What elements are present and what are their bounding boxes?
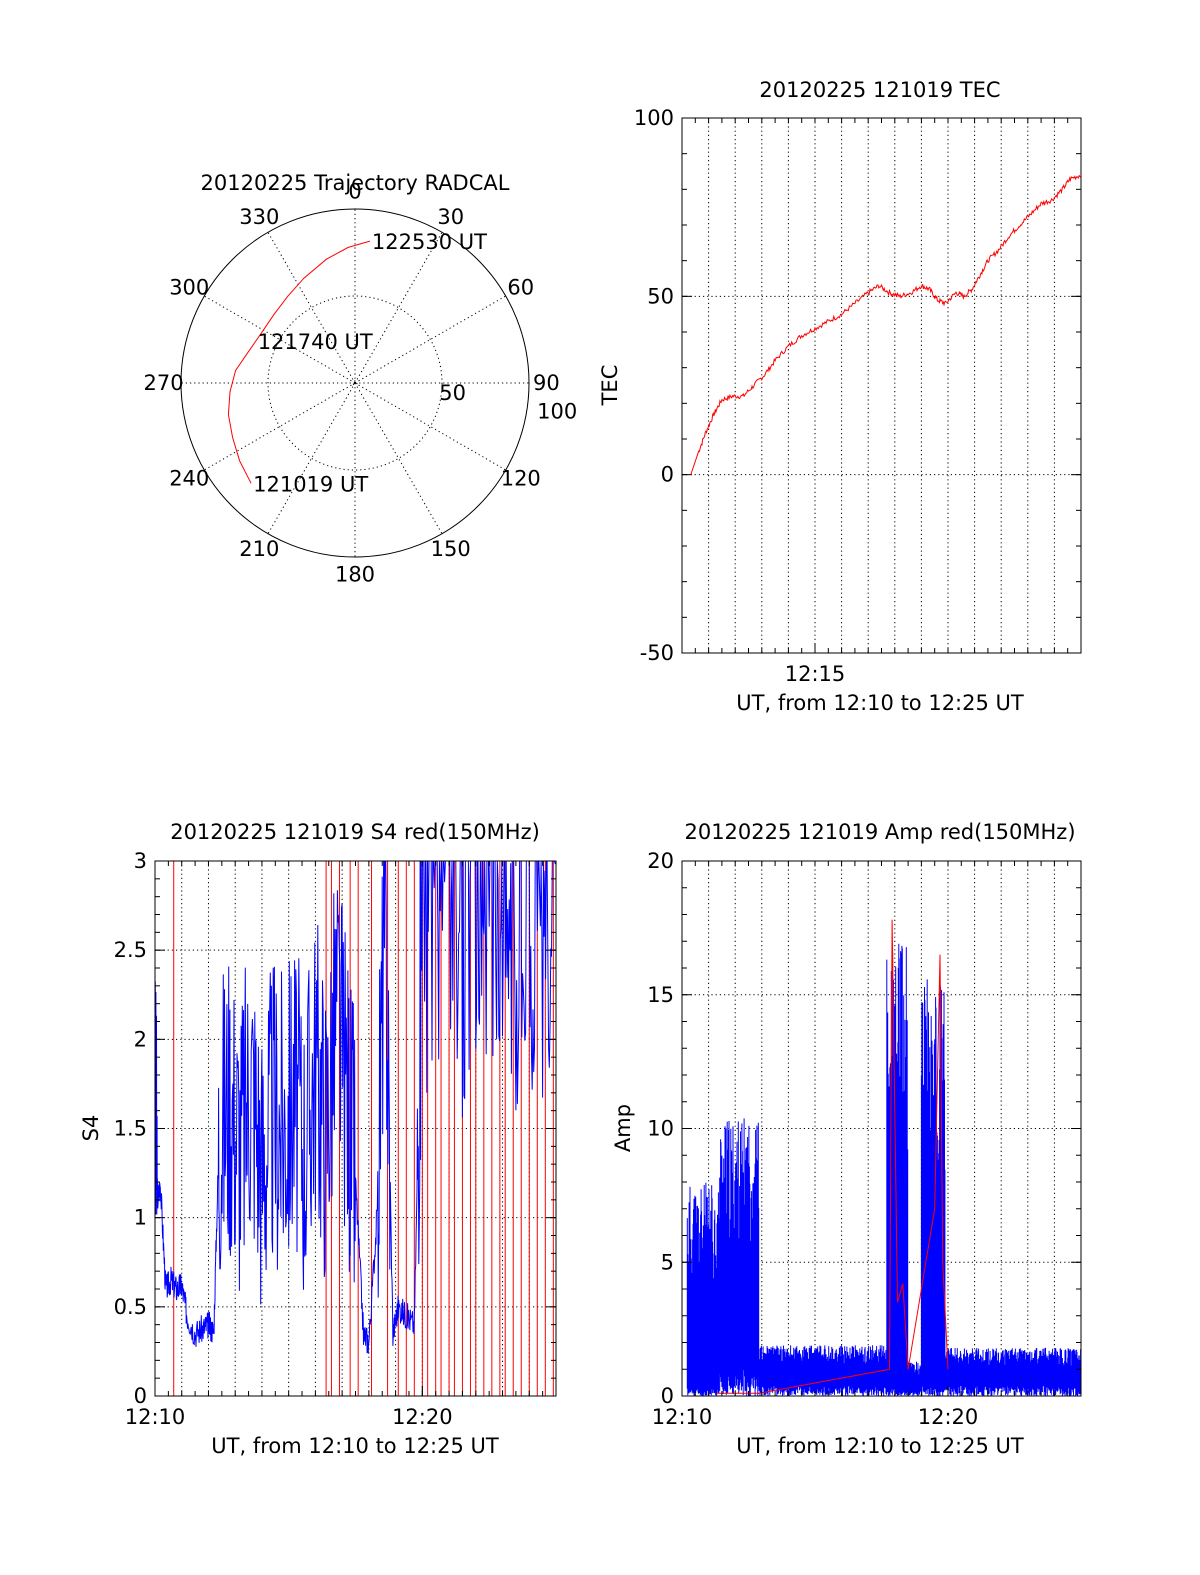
polar-annotations: 121019 UT 121740 UT 122530 UT [253,230,487,496]
amp-title: 20120225 121019 Amp red(150MHz) [684,820,1075,844]
tec-ylabel-3: 100 [634,106,674,130]
polar-trajectory-chart: 20120225 Trajectory RADCAL 0 30 60 90 120 150… [144,171,578,586]
polar-annotation-1: 121740 UT [258,330,373,354]
tec-chart: 20120225 121019 TEC -50 0 50 100 12:15 UT, f… [598,78,1082,715]
amp-ylabel-2: 10 [647,1117,674,1141]
amp-blue-burst-5 [920,979,946,1396]
s4-ylabel-1: 0.5 [114,1295,147,1319]
s4-ylabel: S4 [79,1115,103,1142]
amp-ylabel: Amp [611,1104,635,1152]
tec-series [690,174,1082,475]
polar-grid [180,208,530,558]
amp-xtick-label-1: 12:20 [918,1405,979,1429]
amp-blue-burst-0 [686,1182,720,1396]
polar-az-label-0: 0 [348,180,361,204]
tec-frame [681,117,1082,654]
polar-azimuth-labels: 0 30 60 90 120 150 180 210 240 270 300 330 50 100 [144,180,578,587]
polar-az-label-180: 180 [335,562,375,586]
amp-ylabel-4: 20 [647,849,674,873]
amp-blue-burst-4 [907,1361,922,1396]
amp-ylabel-1: 5 [661,1250,674,1274]
polar-az-label-150: 150 [431,537,471,561]
amp-series [686,919,1082,1396]
polar-az-label-270: 270 [144,371,184,395]
polar-az-label-210: 210 [239,537,279,561]
s4-ylabel-5: 2.5 [114,938,147,962]
tec-xlabel: UT, from 12:10 to 12:25 UT [736,691,1024,715]
s4-title: 20120225 121019 S4 red(150MHz) [170,820,540,844]
s4-ylabel-2: 1 [134,1206,147,1230]
polar-az-label-240: 240 [169,467,209,491]
tec-xtick-label-0: 12:15 [785,662,846,686]
polar-trajectory-line [227,240,371,484]
polar-az-label-60: 60 [507,275,534,299]
polar-ring-100 [180,208,530,558]
amp-chart: 20120225 121019 Amp red(150MHz) UT, from… [611,820,1082,1458]
amp-red-line [716,919,949,1394]
polar-radial-label-100: 100 [537,400,577,424]
s4-xtick-label-0: 12:10 [125,1405,186,1429]
polar-radial-label-50: 50 [439,381,466,405]
polar-ring-50 [267,295,443,471]
polar-spoke-150 [354,382,443,534]
tec-grid [682,118,1081,653]
amp-blue-burst-6 [944,1347,1082,1396]
polar-az-label-330: 330 [239,205,279,229]
tec-ylabel-2: 50 [647,284,674,308]
amp-xtick-label-0: 12:10 [652,1405,713,1429]
amp-ylabel-0: 0 [661,1384,674,1408]
amp-xlabel: UT, from 12:10 to 12:25 UT [736,1434,1024,1458]
s4-xtick-label-1: 12:20 [392,1405,453,1429]
tec-line [690,174,1082,475]
s4-ylabel-6: 3 [134,849,147,873]
amp-blue-burst-2 [758,1345,887,1396]
s4-chart: 20120225 121019 S4 red(150MHz) UT, from … [79,820,557,1458]
polar-az-label-90: 90 [533,371,560,395]
tec-ylabel-0: -50 [640,641,674,665]
polar-spoke-210 [267,382,356,534]
polar-annotation-2: 122530 UT [372,230,487,254]
polar-trajectory [227,240,371,484]
tec-ylabel: TEC [598,365,622,407]
polar-center [352,380,358,386]
polar-spoke-30 [354,232,443,384]
tec-axes: -50 0 50 100 12:15 [634,106,1082,686]
polar-spoke-120 [354,382,506,471]
amp-ylabel-3: 15 [647,983,674,1007]
tec-title: 20120225 121019 TEC [759,78,1000,102]
s4-xlabel: UT, from 12:10 to 12:25 UT [211,1434,499,1458]
tec-ylabel-1: 0 [661,463,674,487]
s4-blue-line [154,860,556,1354]
polar-az-label-300: 300 [169,275,209,299]
s4-ylabel-0: 0 [134,1384,147,1408]
polar-annotation-0: 121019 UT [253,472,368,496]
s4-ylabel-4: 2 [134,1027,147,1051]
amp-blue-burst-1 [718,1118,760,1396]
polar-az-label-120: 120 [501,467,541,491]
polar-title: 20120225 Trajectory RADCAL [201,171,510,195]
amp-axes: 0 5 10 15 20 12:10 12:20 [647,849,1082,1429]
s4-series [154,860,556,1396]
s4-ylabel-3: 1.5 [114,1117,147,1141]
polar-az-label-30: 30 [437,205,464,229]
polar-spoke-330 [267,232,356,384]
s4-axes: 0 0.5 1 1.5 2 2.5 3 12:10 12:20 [114,849,557,1429]
